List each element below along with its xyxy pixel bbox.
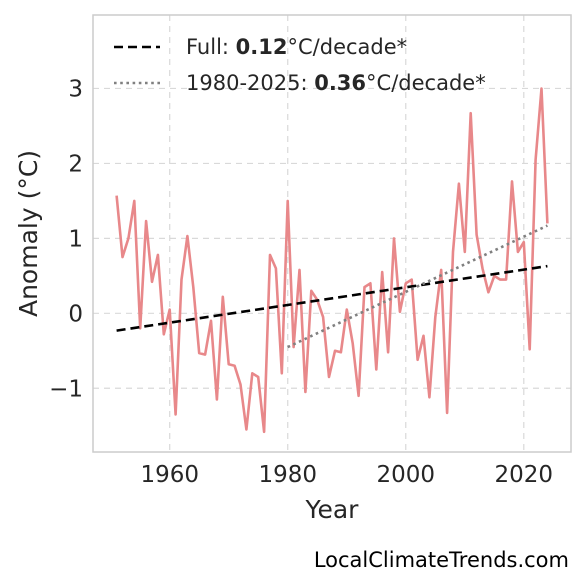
x-tick-label: 1960 (140, 462, 199, 488)
watermark: LocalClimateTrends.com (313, 548, 569, 572)
y-tick-label: 3 (68, 76, 83, 102)
recent_trend-line (287, 224, 548, 349)
full_trend-line (116, 264, 548, 332)
y-tick-label: 0 (68, 301, 83, 327)
x-tick-label: 1980 (258, 462, 317, 488)
plot-frame (92, 14, 572, 453)
x-tick-label: 2020 (495, 462, 554, 488)
anomaly-line (115, 87, 549, 434)
y-axis-title: Anomaly (°C) (14, 150, 43, 317)
legend-full_trend-label: Full: 0.12°C/decade* (186, 35, 407, 59)
x-axis-title: Year (305, 495, 360, 524)
legend-recent_trend-label: 1980-2025: 0.36°C/decade* (186, 71, 486, 95)
y-tick-label: −1 (49, 376, 83, 402)
y-tick-label: 2 (68, 151, 83, 177)
y-tick-label: 1 (68, 226, 83, 252)
x-tick-label: 2000 (376, 462, 435, 488)
